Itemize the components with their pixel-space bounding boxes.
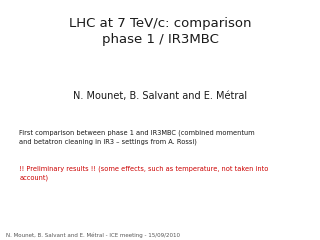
Text: LHC at 7 TeV/c: comparison
phase 1 / IR3MBC: LHC at 7 TeV/c: comparison phase 1 / IR3… bbox=[69, 17, 251, 46]
Text: !! Preliminary results !! (some effects, such as temperature, not taken into
acc: !! Preliminary results !! (some effects,… bbox=[19, 166, 268, 181]
Text: N. Mounet, B. Salvant and E. Métral: N. Mounet, B. Salvant and E. Métral bbox=[73, 91, 247, 101]
Text: First comparison between phase 1 and IR3MBC (combined momentum
and betatron clea: First comparison between phase 1 and IR3… bbox=[19, 130, 255, 145]
Text: N. Mounet, B. Salvant and E. Métral - ICE meeting - 15/09/2010: N. Mounet, B. Salvant and E. Métral - IC… bbox=[6, 232, 180, 238]
